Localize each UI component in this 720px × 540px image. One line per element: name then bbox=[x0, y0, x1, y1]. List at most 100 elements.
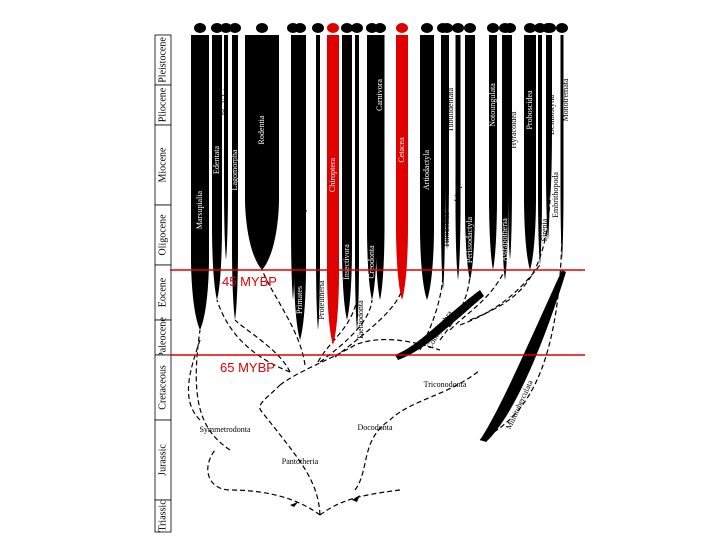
animal-icon bbox=[194, 23, 206, 33]
animal-icons bbox=[194, 23, 568, 33]
group-label: Docodonta bbox=[357, 423, 393, 432]
animal-icon bbox=[341, 23, 353, 33]
lineage-spindle bbox=[327, 35, 339, 345]
lineage-spindle bbox=[548, 35, 552, 200]
branch bbox=[449, 269, 506, 331]
lineage-label: Creodonta bbox=[367, 245, 376, 279]
lineage-spindle bbox=[538, 35, 542, 265]
branch bbox=[334, 289, 403, 358]
lineage-label: Sirenia bbox=[540, 218, 549, 241]
time-scale: Pleistocene Pliocene Miocene Oligocene Eocen… bbox=[154, 34, 172, 533]
lineage-spindle bbox=[375, 35, 385, 300]
lineage-label: Astrapotheria bbox=[500, 218, 509, 262]
condylarthra-spindle bbox=[395, 290, 484, 360]
period-label: Jurassic bbox=[157, 444, 168, 476]
lineage-spindle bbox=[441, 35, 445, 290]
lineage-spindle bbox=[465, 35, 475, 280]
lineage-label: Monotremata bbox=[561, 78, 570, 122]
lineage-label: Rodentia bbox=[257, 115, 266, 144]
lineage-spindle bbox=[355, 35, 359, 330]
lineage-label: Proteutheria bbox=[317, 280, 326, 320]
lineage-label: Notoungulata bbox=[488, 83, 497, 127]
animal-icon bbox=[229, 23, 241, 33]
animal-icon bbox=[396, 23, 408, 33]
animal-icon bbox=[452, 23, 464, 33]
lineage-spindle bbox=[489, 35, 497, 270]
lineage-label: Carnivora bbox=[375, 79, 384, 111]
animal-icon bbox=[464, 23, 476, 33]
animal-icon bbox=[487, 23, 499, 33]
animal-icon bbox=[312, 23, 324, 33]
lineage-spindle bbox=[502, 35, 508, 280]
animal-icon bbox=[351, 23, 363, 33]
animal-icon bbox=[287, 23, 299, 33]
lineage-label: Chiroptera bbox=[328, 157, 337, 192]
animal-icon bbox=[220, 23, 232, 33]
lineage-label: Primates bbox=[295, 286, 304, 314]
animal-icon bbox=[524, 23, 536, 33]
animal-icon bbox=[327, 23, 339, 33]
lineage-spindle bbox=[455, 35, 461, 280]
branch bbox=[279, 338, 441, 386]
period-label: Oligocene bbox=[157, 214, 168, 256]
lineage-label: Artiodactyla bbox=[422, 150, 431, 190]
animal-icon bbox=[421, 23, 433, 33]
period-label: Cretaceous bbox=[157, 365, 168, 410]
period-label: Paleocene bbox=[157, 317, 168, 358]
lineage-label: Dermoptera bbox=[298, 195, 307, 234]
lineage-spindle bbox=[191, 35, 209, 330]
lineage-label: Proboscidea bbox=[525, 90, 534, 130]
branch bbox=[261, 269, 306, 366]
branch bbox=[187, 339, 201, 421]
lineage-label: Embrithopoda bbox=[551, 172, 560, 218]
lineage-spindle bbox=[445, 35, 449, 250]
lineage-label: Edentata bbox=[212, 146, 221, 174]
animal-icon bbox=[374, 23, 386, 33]
lineage-label: Cetacea bbox=[397, 137, 406, 163]
lineage-spindle bbox=[367, 35, 377, 300]
lineage-spindle bbox=[524, 35, 536, 270]
period-box bbox=[154, 499, 172, 533]
lineage-spindle bbox=[560, 35, 564, 260]
lineage-spindle bbox=[420, 35, 434, 300]
animal-icon bbox=[504, 23, 516, 33]
branch bbox=[195, 329, 231, 451]
period-label: Miocene bbox=[157, 147, 168, 183]
period-label: Triassic bbox=[157, 500, 168, 532]
lineage-spindle bbox=[316, 35, 320, 330]
period-label: Eocene bbox=[157, 277, 168, 307]
marker-label: 65 MYBP bbox=[220, 360, 275, 375]
period-label: Pleistocene bbox=[157, 37, 168, 83]
lineage-spindle bbox=[224, 35, 228, 260]
lineage-spindle bbox=[291, 35, 295, 300]
lineage-label: Lagomorpha bbox=[230, 149, 239, 190]
lineage-spindle bbox=[396, 35, 408, 300]
lineage-label: Marsupialia bbox=[195, 190, 204, 229]
animal-icon bbox=[556, 23, 568, 33]
group-label: Pantotheria bbox=[282, 457, 319, 466]
animal-icon bbox=[256, 23, 268, 33]
lineage-spindle bbox=[342, 35, 352, 320]
marker-label: 45 MYBP bbox=[222, 274, 277, 289]
branch bbox=[317, 299, 358, 363]
lineage-label: Litopterna bbox=[453, 168, 462, 202]
group-label: Triconodonta bbox=[424, 380, 467, 389]
branch bbox=[207, 449, 321, 516]
branch bbox=[216, 299, 291, 373]
branch bbox=[234, 319, 291, 373]
group-label: Symmetrodonta bbox=[199, 425, 251, 434]
lineage-spindles: Marsupialia Edentata Pholidota Lagomorpha Ro… bbox=[191, 35, 570, 345]
lineage-label: Insectivora bbox=[342, 244, 351, 280]
lineage-label: Taeniodonta bbox=[356, 300, 365, 340]
lineage-spindle bbox=[245, 35, 279, 270]
lineage-label: Perissodactyla bbox=[465, 216, 474, 263]
multituberculata-spindle bbox=[480, 270, 566, 442]
lineage-spindle bbox=[508, 35, 512, 260]
lineage-spindle bbox=[294, 35, 306, 340]
lineage-label: Tubulidentata bbox=[446, 87, 455, 132]
animal-icon bbox=[544, 23, 556, 33]
lineage-label: Pholidota bbox=[221, 84, 230, 115]
lineage-spindle bbox=[212, 35, 222, 300]
branch bbox=[354, 369, 481, 491]
